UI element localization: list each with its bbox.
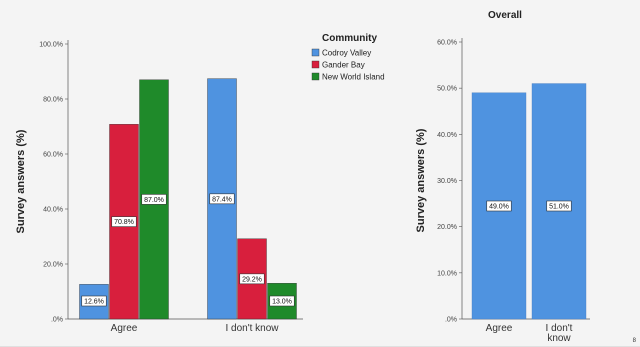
data-label-gander_bay-0: 70.8% [114, 219, 134, 226]
left-y-tick-label: 80.0% [43, 97, 63, 104]
data-label-new_world_island-1: 13.0% [272, 299, 292, 306]
left-x-category-label: Agree [111, 323, 138, 334]
right-x-category-label: I don't [546, 323, 573, 334]
right-y-tick-label: .0% [445, 317, 457, 324]
legend-title: Community [322, 33, 377, 44]
data-label-gander_bay-1-box [239, 273, 265, 285]
data-label-gander_bay-1: 29.2% [242, 276, 262, 283]
data-label-codroy_valley-0: 12.6% [84, 299, 104, 306]
legend-entry-new_world_island: New World Island [322, 73, 385, 82]
data-label-new_world_island-1-box [269, 295, 295, 307]
left-y-axis-label: Survey answers (%) [15, 129, 27, 233]
right-y-tick-label: 60.0% [437, 40, 457, 47]
legend-swatch-new_world_island [311, 72, 320, 81]
left-y-tick-label: 40.0% [43, 207, 63, 214]
left-y-tick-label: 20.0% [43, 262, 63, 269]
overall-chart-title: Overall [488, 10, 522, 21]
right-y-tick-label: 20.0% [437, 224, 457, 231]
left-y-tick-label: .0% [51, 317, 63, 324]
data-label-codroy_valley-1: 87.4% [212, 196, 232, 203]
right-y-tick-label: 30.0% [437, 178, 457, 185]
overall-data-label-0-box [486, 200, 512, 212]
data-label-new_world_island-0-box [141, 194, 167, 205]
data-label-codroy_valley-1-box [209, 193, 235, 205]
data-label-codroy_valley-0-box [81, 295, 107, 307]
right-x-category-label: know [547, 333, 571, 344]
right-y-tick-label: 10.0% [437, 270, 457, 277]
overall-data-label-1-box [546, 200, 572, 212]
right-y-tick-label: 50.0% [437, 86, 457, 93]
legend-swatch-codroy_valley [311, 48, 320, 57]
right-y-axis-label: Survey answers (%) [415, 128, 427, 232]
left-y-tick-label: 60.0% [43, 152, 63, 159]
overall-data-label-1: 51.0% [549, 204, 569, 211]
page-number: 8 [632, 338, 636, 344]
legend-entry-codroy_valley: Codroy Valley [322, 49, 371, 58]
right-x-category-label: Agree [486, 323, 513, 334]
legend-entry-gander_bay: Gander Bay [322, 61, 365, 70]
overall-data-label-0: 49.0% [489, 204, 509, 211]
legend-swatch-gander_bay [311, 60, 320, 69]
left-y-tick-label: 100.0% [39, 42, 63, 49]
left-x-category-label: I don't know [225, 323, 279, 334]
right-y-tick-label: 40.0% [437, 132, 457, 139]
data-label-gander_bay-0-box [111, 216, 137, 227]
data-label-new_world_island-0: 87.0% [144, 197, 164, 204]
